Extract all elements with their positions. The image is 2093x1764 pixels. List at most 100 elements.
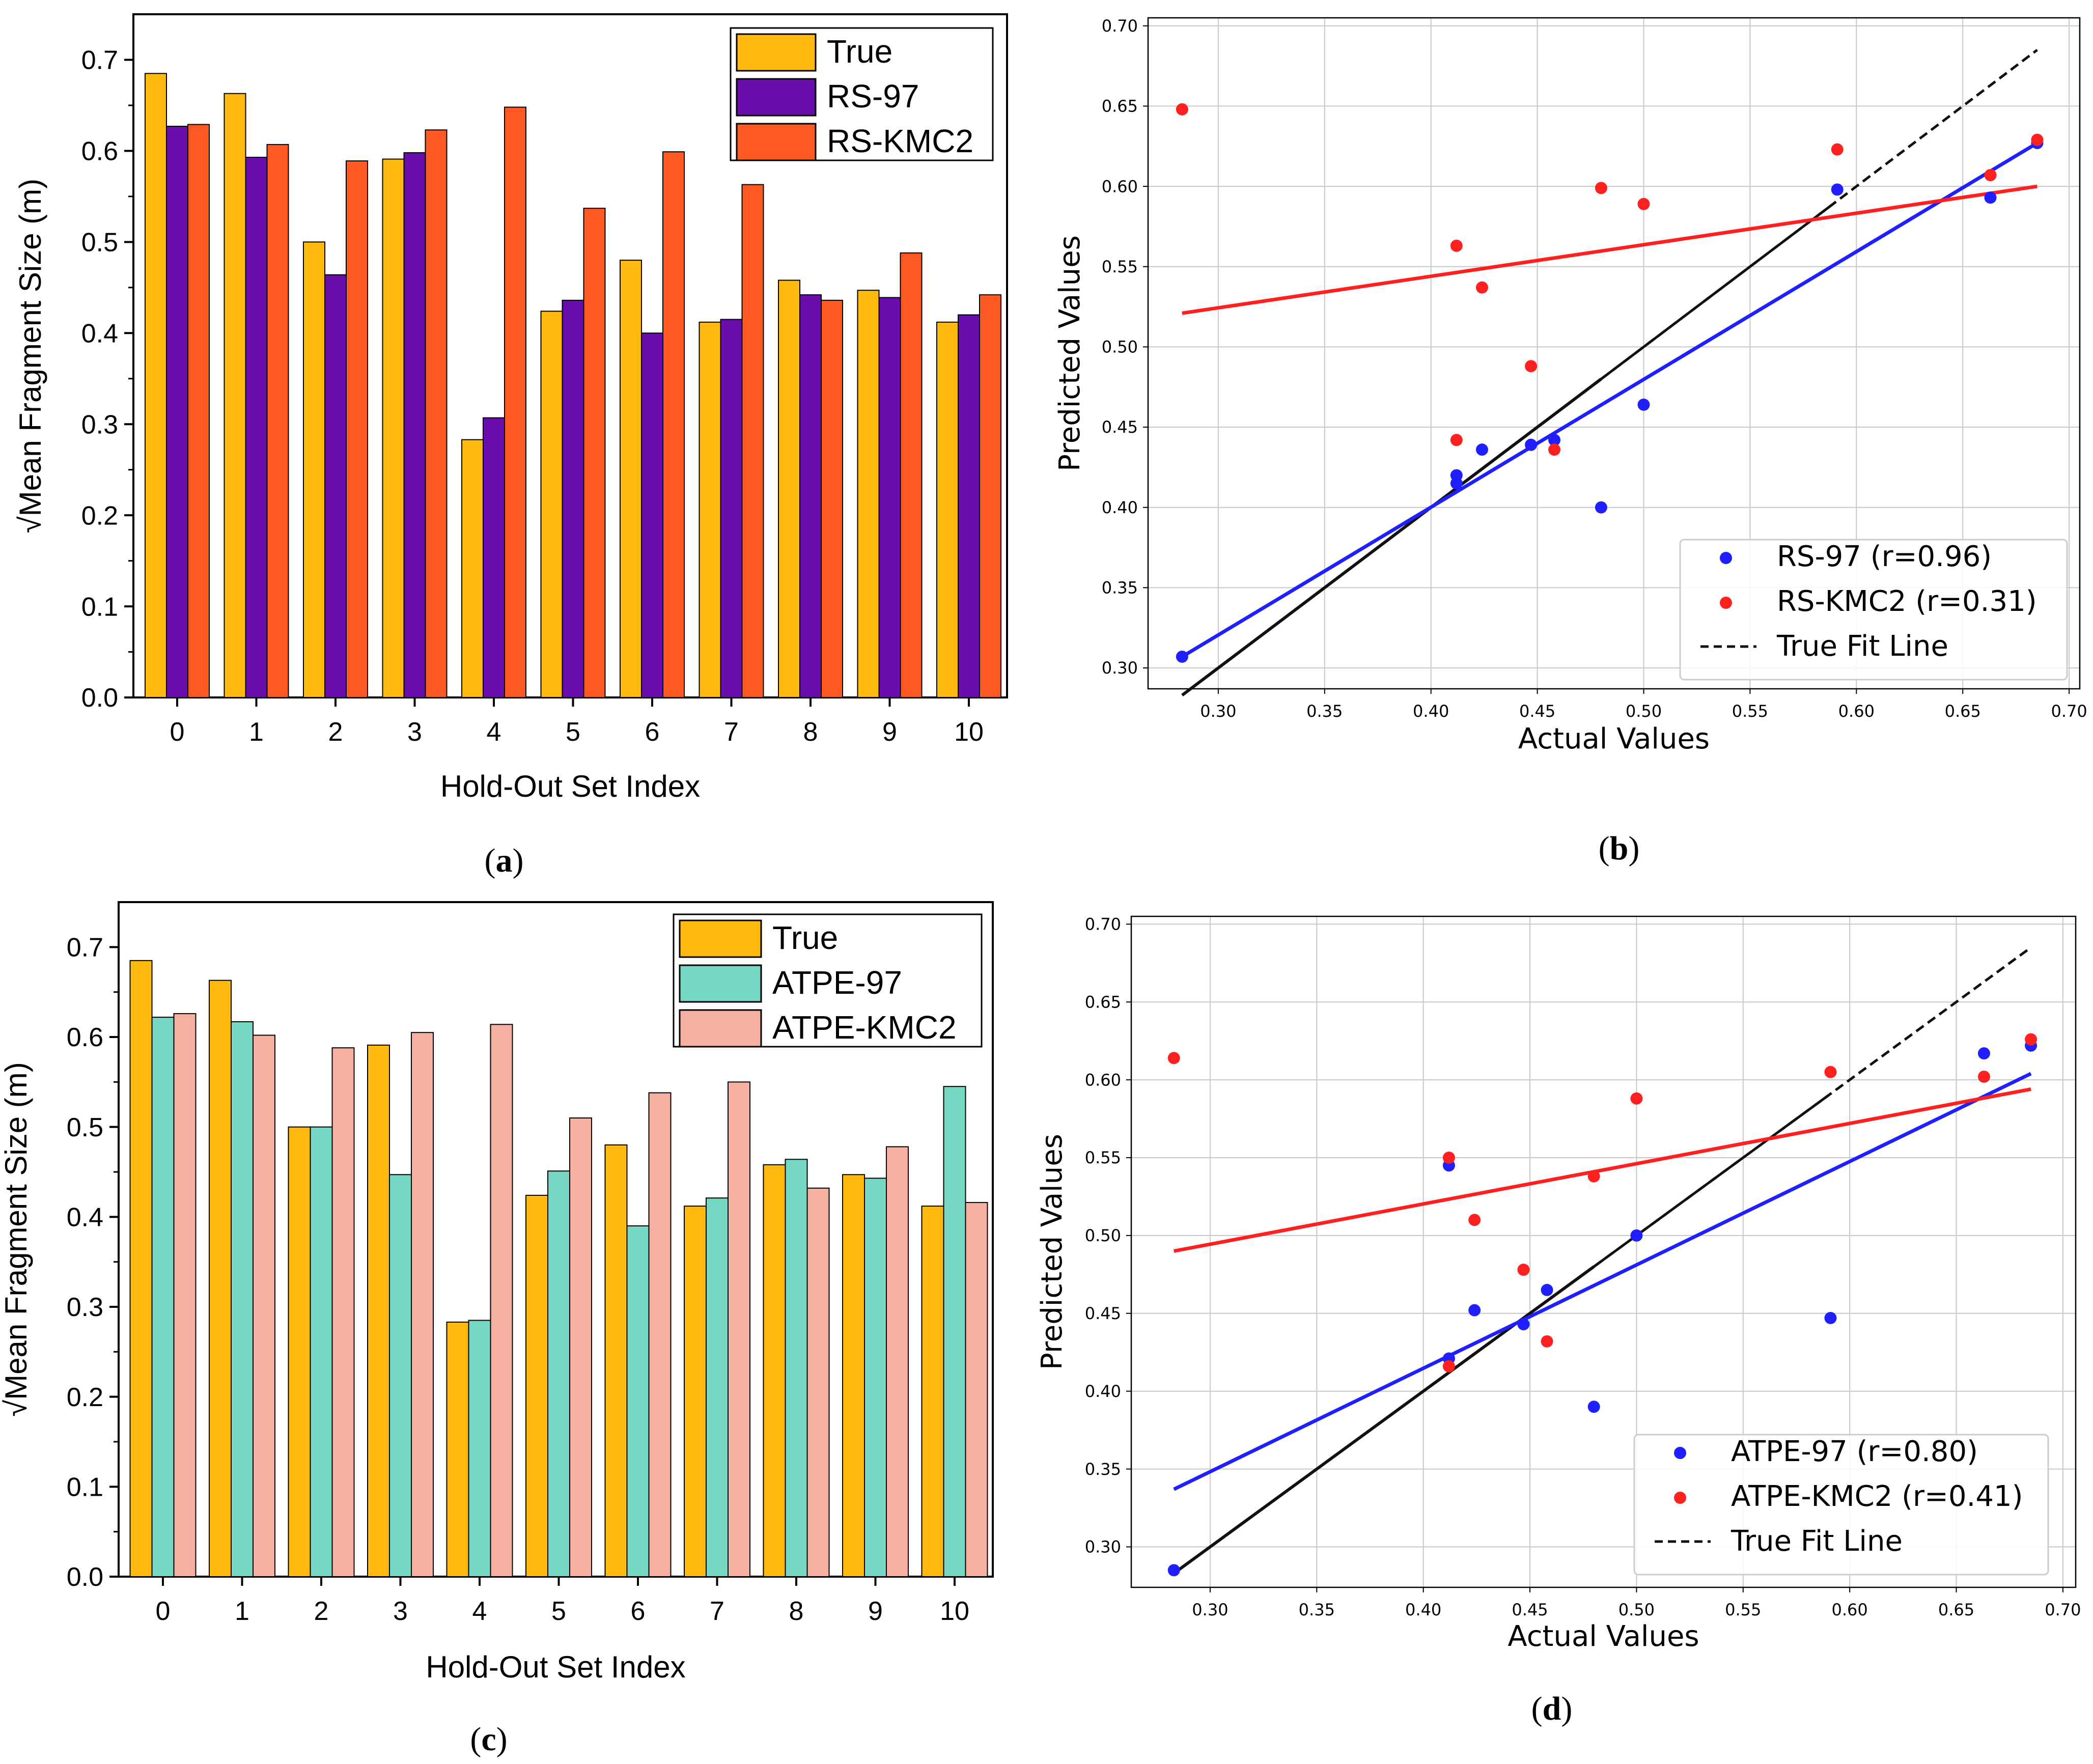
- bar-true-7: [684, 1206, 707, 1577]
- bar-atpe-kmc2-3: [411, 1032, 434, 1577]
- bar-atpe-97-9: [864, 1178, 887, 1578]
- scatter-point: [1587, 1401, 1600, 1413]
- scatter-point: [1442, 1151, 1455, 1164]
- scatter-point: [1824, 1311, 1837, 1324]
- bar-atpe-kmc2-1: [253, 1034, 275, 1577]
- y-tick-label: 0.2: [67, 1383, 103, 1412]
- x-axis-label: Actual Values: [1508, 1620, 1699, 1653]
- bar-atpe-97-1: [231, 1021, 254, 1577]
- panel-label-open: (: [485, 842, 496, 879]
- bar-true-5: [525, 1194, 548, 1577]
- bar-rs-kmc2-8: [821, 299, 843, 698]
- x-tick-label: 0: [170, 717, 185, 747]
- x-axis-label: Hold-Out Set Index: [426, 1650, 685, 1684]
- panel-label-letter: b: [1610, 830, 1629, 867]
- y-tick-label: 0.4: [81, 319, 118, 348]
- bar-rs-97-6: [641, 332, 663, 698]
- scatter-point: [1468, 1214, 1481, 1226]
- bar-true-7: [699, 321, 721, 698]
- legend-label: ATPE-97: [772, 964, 902, 1001]
- true-fit-line: [1181, 378, 1602, 697]
- bar-rs-97-5: [562, 299, 584, 698]
- y-tick-label: 0.40: [1085, 1382, 1121, 1401]
- bar-true-0: [129, 960, 153, 1577]
- bar-true-1: [224, 93, 246, 698]
- scatter-point: [1442, 1360, 1455, 1373]
- chart-panel-a: 0.0 0.1 0.2 0.3 0.4 0.5 0.6 0.7 0 1 2 3 4 5 6 7 8 9 10 Hold…: [13, 13, 1008, 803]
- bar-atpe-kmc2-5: [569, 1117, 592, 1577]
- bar-atpe-97-6: [626, 1225, 650, 1577]
- fit-line-1: [1182, 184, 2038, 315]
- chart-panel-b: 0.30 0.35 0.40 0.45 0.50 0.55 0.60 0.65 0.70 0.30…: [1053, 16, 2087, 755]
- true-fit-line: [1173, 1265, 1595, 1575]
- scatter-point: [1637, 398, 1650, 411]
- scatter-point: [1517, 1318, 1530, 1331]
- bar-rs-kmc2-5: [583, 208, 606, 698]
- scatter-point: [1587, 1170, 1600, 1183]
- x-tick-label: 10: [940, 1597, 969, 1626]
- x-tick-label: 5: [551, 1597, 566, 1626]
- bar-atpe-97-2: [310, 1126, 333, 1578]
- legend: True ATPE-97 ATPE-KMC2: [673, 913, 983, 1048]
- scatter-point: [1541, 1283, 1553, 1296]
- fit-line-0: [1173, 1072, 2032, 1491]
- bar-atpe-kmc2-2: [331, 1047, 355, 1577]
- panel-label-a: (a): [485, 842, 524, 879]
- y-tick-label: 0.30: [1085, 1537, 1121, 1557]
- bar-atpe-kmc2-8: [806, 1187, 830, 1578]
- legend-swatch: [679, 1009, 762, 1048]
- x-tick-label: 0.35: [1299, 1600, 1335, 1619]
- bar-rs-97-1: [245, 156, 268, 698]
- scatter-point: [1468, 1304, 1481, 1317]
- x-tick-label: 4: [472, 1597, 487, 1626]
- bar-true-10: [936, 321, 959, 698]
- y-tick-label: 0.60: [1085, 1070, 1121, 1089]
- x-tick-label: 0.65: [1938, 1600, 1974, 1619]
- x-tick-label: 0: [156, 1597, 171, 1626]
- scatter-point: [1525, 360, 1538, 373]
- bar-atpe-kmc2-10: [965, 1202, 988, 1577]
- scatter-point: [1984, 169, 1997, 182]
- y-tick-label: 0.3: [67, 1293, 103, 1322]
- y-tick-label: 0.65: [1102, 97, 1138, 116]
- bar-true-6: [620, 260, 642, 698]
- x-tick-label: 0.35: [1306, 702, 1343, 721]
- bar-true-0: [145, 73, 167, 698]
- legend-label: RS-97 (r=0.96): [1777, 540, 1992, 573]
- scatter-point: [1637, 198, 1650, 210]
- panel-label-open: (: [1531, 1690, 1543, 1727]
- scatter-point: [1977, 1047, 1990, 1060]
- bar-rs-97-8: [799, 294, 822, 698]
- true-fit-line-segment: [1593, 1094, 1829, 1268]
- x-tick-label: 0.60: [1838, 702, 1875, 721]
- y-axis-label: Predicted Values: [1036, 1134, 1069, 1370]
- bar-atpe-kmc2-6: [648, 1092, 672, 1578]
- bar-atpe-kmc2-4: [490, 1024, 513, 1577]
- legend-label: RS-KMC2: [827, 123, 973, 159]
- panel-label-letter: d: [1543, 1690, 1561, 1727]
- bar-atpe-kmc2-7: [728, 1081, 750, 1577]
- bar-atpe-97-5: [547, 1170, 570, 1578]
- y-tick-label: 0.0: [81, 683, 118, 713]
- x-axis-label: Hold-Out Set Index: [440, 769, 700, 803]
- bar-atpe-kmc2-0: [173, 1013, 197, 1577]
- scatter-point: [1475, 443, 1488, 456]
- y-tick-label: 0.1: [81, 592, 118, 622]
- bar-rs-97-10: [958, 314, 980, 698]
- legend-box: [1679, 539, 2068, 681]
- panel-label-letter: c: [481, 1721, 496, 1758]
- legend: ATPE-97 (r=0.80) ATPE-KMC2 (r=0.41) True F…: [1633, 1434, 2049, 1576]
- x-tick-label: 0.40: [1405, 1600, 1441, 1619]
- panel-label-close: ): [1628, 830, 1639, 867]
- x-tick-label: 8: [803, 717, 818, 747]
- y-tick-label: 0.55: [1102, 257, 1138, 276]
- x-tick-label: 0.50: [1618, 1600, 1655, 1619]
- x-axis-label: Actual Values: [1518, 722, 1710, 755]
- chart-panel-c: 0.0 0.1 0.2 0.3 0.4 0.5 0.6 0.7 0 1 2 3 4 5 6 7 8 9 10 Hold…: [0, 901, 994, 1684]
- legend-swatch: [736, 123, 817, 161]
- bar-rs-kmc2-0: [187, 124, 210, 698]
- x-tick-label: 3: [393, 1597, 408, 1626]
- bar-atpe-97-10: [943, 1086, 966, 1578]
- bar-true-4: [461, 439, 484, 698]
- bar-true-6: [604, 1144, 628, 1577]
